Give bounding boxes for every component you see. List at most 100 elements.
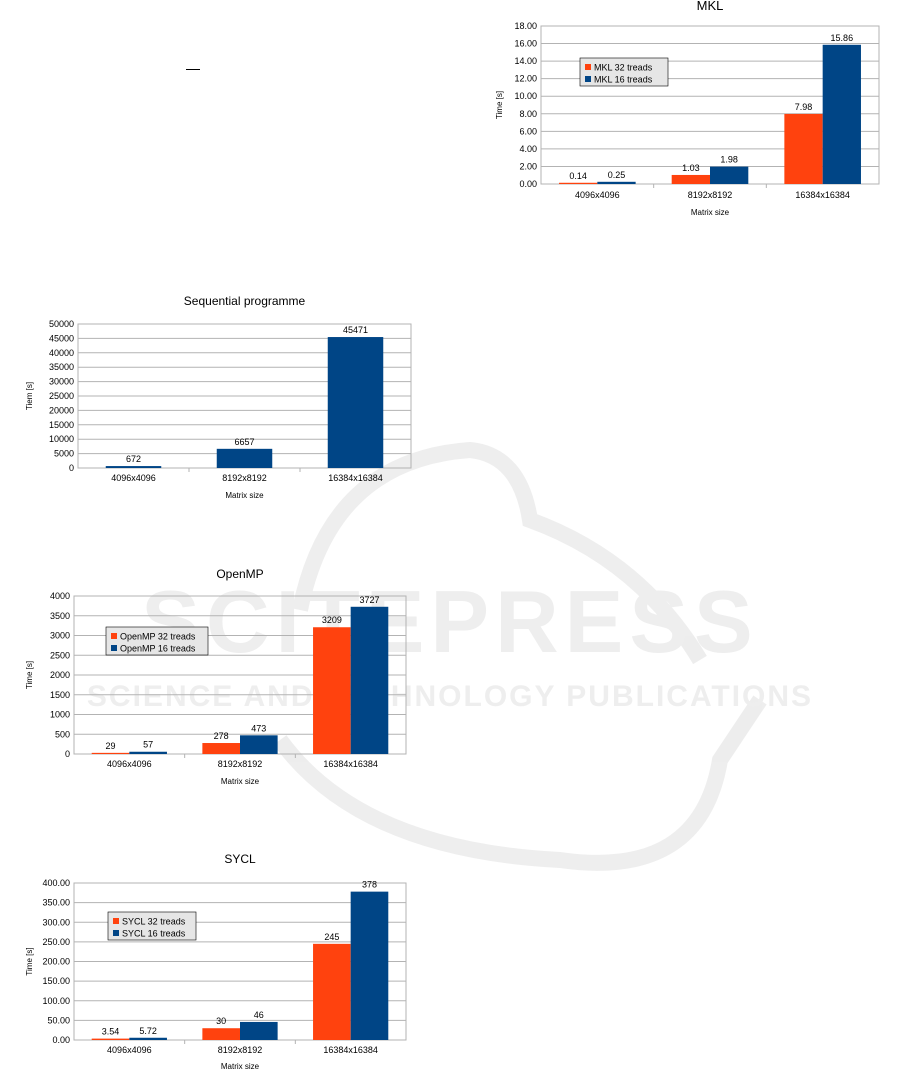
x-tick-label: 8192x8192 <box>688 190 733 200</box>
data-label: 30 <box>216 1016 226 1026</box>
y-tick-label: 5000 <box>54 449 74 459</box>
data-label: 29 <box>106 741 116 751</box>
bar-series-16 <box>350 606 389 754</box>
chart-title: Sequential programme <box>184 294 306 308</box>
data-label: 15.86 <box>831 33 854 43</box>
data-label: 3209 <box>322 615 342 625</box>
y-tick-label: 16.00 <box>514 39 537 49</box>
y-tick-label: 25000 <box>49 391 74 401</box>
bar-series-16 <box>129 1037 167 1040</box>
y-tick-label: 3500 <box>50 611 70 621</box>
y-tick-label: 45000 <box>49 333 74 343</box>
legend-entry: SYCL 32 treads <box>122 917 186 927</box>
y-tick-label: 10.00 <box>514 91 537 101</box>
bar-series-16 <box>597 181 636 184</box>
y-axis-title: Time [s] <box>25 947 34 975</box>
legend-box <box>105 626 209 656</box>
legend-swatch-series-16 <box>113 930 119 936</box>
data-label: 3727 <box>359 595 379 605</box>
y-tick-label: 2500 <box>50 650 70 660</box>
y-axis-title: Time [s] <box>495 91 504 119</box>
chart-title: OpenMP <box>216 567 263 581</box>
x-tick-label: 8192x8192 <box>222 473 267 483</box>
bar-series-16 <box>240 735 278 754</box>
bar-series-32 <box>202 1028 240 1040</box>
y-tick-label: 0.00 <box>52 1035 70 1045</box>
data-label: 245 <box>324 932 339 942</box>
y-axis-title: Time [s] <box>25 661 34 689</box>
bar-series-32 <box>202 743 240 754</box>
x-tick-label: 4096x4096 <box>575 190 620 200</box>
y-tick-label: 6.00 <box>519 126 537 136</box>
y-tick-label: 3000 <box>50 631 70 641</box>
x-tick-label: 4096x4096 <box>107 759 152 769</box>
data-label: 378 <box>362 880 377 890</box>
legend-box <box>107 911 197 941</box>
y-tick-label: 150.00 <box>42 976 70 986</box>
x-axis-title: Matrix size <box>225 491 264 500</box>
x-tick-label: 16384x16384 <box>328 473 383 483</box>
data-label: 672 <box>126 454 141 464</box>
y-tick-label: 50000 <box>49 319 74 329</box>
bar-series-16 <box>240 1021 278 1040</box>
legend-entry: MKL 32 treads <box>594 63 653 73</box>
bar-series-16 <box>350 891 389 1040</box>
y-tick-label: 4000 <box>50 591 70 601</box>
x-tick-label: 4096x4096 <box>107 1045 152 1055</box>
bar-series-32 <box>671 174 710 184</box>
y-tick-label: 0.00 <box>519 179 537 189</box>
y-tick-label: 35000 <box>49 362 74 372</box>
legend-swatch-series-16 <box>111 645 117 651</box>
legend-box <box>579 57 669 87</box>
y-axis-title: Tiem [s] <box>25 382 34 410</box>
x-tick-label: 16384x16384 <box>323 1045 378 1055</box>
y-tick-label: 0 <box>65 749 70 759</box>
legend-swatch-series-32 <box>111 633 117 639</box>
x-tick-label: 16384x16384 <box>323 759 378 769</box>
y-tick-label: 8.00 <box>519 109 537 119</box>
data-label: 6657 <box>234 437 254 447</box>
bar-series-32 <box>313 627 351 754</box>
y-tick-label: 300.00 <box>42 917 70 927</box>
bar-series-16 <box>710 166 749 184</box>
x-tick-label: 8192x8192 <box>218 1045 263 1055</box>
data-label: 7.98 <box>795 102 813 112</box>
bar-series-32 <box>784 113 823 184</box>
bar-series-16 <box>129 751 167 754</box>
y-tick-label: 500 <box>55 729 70 739</box>
y-tick-label: 350.00 <box>42 898 70 908</box>
y-tick-label: 100.00 <box>42 996 70 1006</box>
y-tick-label: 30000 <box>49 377 74 387</box>
y-tick-label: 50.00 <box>47 1015 70 1025</box>
y-tick-label: 1000 <box>50 710 70 720</box>
legend-entry: OpenMP 16 treads <box>120 644 196 654</box>
y-tick-label: 400.00 <box>42 878 70 888</box>
bar-series-32 <box>91 752 130 754</box>
x-tick-label: 4096x4096 <box>111 473 156 483</box>
y-tick-label: 2000 <box>50 670 70 680</box>
data-label: 473 <box>251 723 266 733</box>
x-tick-label: 16384x16384 <box>795 190 850 200</box>
data-label: 5.72 <box>139 1026 157 1036</box>
text-fragment-rule <box>186 69 200 70</box>
x-axis-title: Matrix size <box>221 1062 260 1071</box>
x-tick-label: 8192x8192 <box>218 759 263 769</box>
openmp-chart: OpenMP 0 500 1000 1500 2000 2500 3000 3500 4000 29… <box>25 567 407 786</box>
data-label: 1.98 <box>720 155 738 165</box>
chart-title: MKL <box>697 0 724 13</box>
y-tick-label: 1500 <box>50 690 70 700</box>
y-tick-label: 20000 <box>49 405 74 415</box>
bar-series-32 <box>91 1038 130 1040</box>
mkl-chart: MKL 0.00 2.00 4.00 6.00 8.00 10.00 12.00 14.00 16… <box>495 0 880 217</box>
y-tick-label: 12.00 <box>514 74 537 84</box>
x-axis-title: Matrix size <box>221 777 260 786</box>
data-label: 0.25 <box>608 170 626 180</box>
bar-series-32 <box>559 182 598 184</box>
y-tick-label: 14.00 <box>514 56 537 66</box>
y-tick-label: 200.00 <box>42 957 70 967</box>
data-label: 1.03 <box>682 163 700 173</box>
data-label: 45471 <box>343 325 368 335</box>
y-tick-label: 18.00 <box>514 21 537 31</box>
legend-entry: MKL 16 treads <box>594 75 653 85</box>
legend-entry: SYCL 16 treads <box>122 929 186 939</box>
